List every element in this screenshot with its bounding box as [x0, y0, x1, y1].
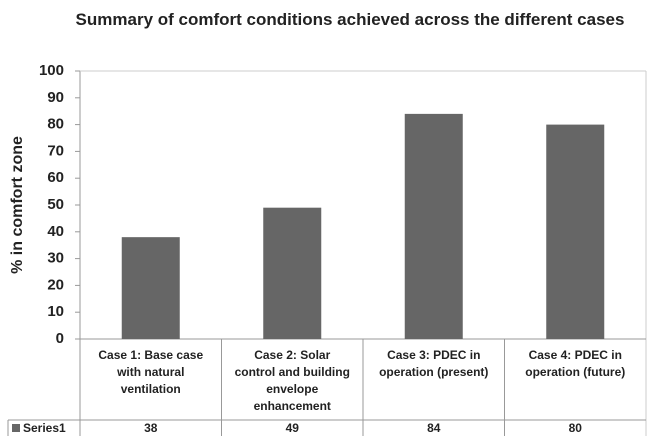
y-tick-label: 30 — [47, 250, 64, 267]
bar — [404, 113, 463, 339]
y-tick-label: 10 — [47, 303, 64, 320]
y-tick-label: 20 — [47, 276, 64, 293]
x-tick-label: Case 2: Solar control and building envel… — [234, 348, 350, 413]
table-value: 38 — [144, 421, 158, 435]
table-value: 49 — [286, 421, 300, 435]
y-tick-label: 0 — [56, 330, 64, 347]
bar — [121, 237, 180, 339]
x-tick-label: Case 1: Base case with natural ventilati… — [98, 348, 204, 396]
y-tick-label: 50 — [47, 196, 64, 213]
y-tick-label: 60 — [47, 169, 64, 186]
bar — [263, 207, 322, 339]
legend-swatch — [12, 424, 20, 432]
table-value: 80 — [569, 421, 583, 435]
table-value: 84 — [427, 421, 441, 435]
y-tick-label: 90 — [47, 89, 64, 106]
y-tick-label: 40 — [47, 223, 64, 240]
legend-label: Series1 — [23, 421, 66, 435]
x-tick-label: Case 4: PDEC in operation (future) — [525, 348, 626, 379]
bar — [546, 124, 605, 339]
chart-title: Summary of comfort conditions achieved a… — [75, 10, 625, 29]
y-tick-label: 70 — [47, 142, 64, 159]
y-axis-label: % in comfort zone — [9, 136, 26, 274]
y-tick-label: 100 — [39, 62, 64, 79]
x-tick-label: Case 3: PDEC in operation (present) — [379, 348, 489, 379]
y-tick-label: 80 — [47, 116, 64, 133]
